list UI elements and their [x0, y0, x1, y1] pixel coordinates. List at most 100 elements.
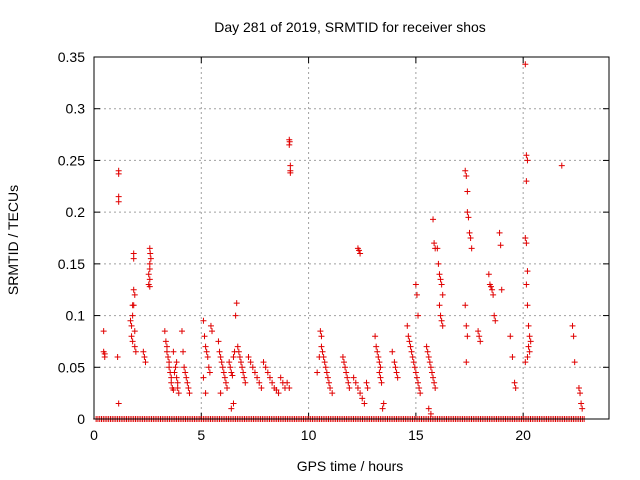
data-point [242, 379, 249, 386]
data-point [571, 359, 578, 366]
data-point [181, 364, 188, 371]
data-point [438, 317, 445, 324]
data-point [146, 245, 153, 252]
data-point [405, 333, 412, 340]
data-point [427, 410, 434, 417]
data-point [130, 286, 137, 293]
y-tick-label: 0.35 [58, 49, 85, 65]
data-point [424, 348, 431, 355]
data-point [260, 359, 267, 366]
data-point [413, 291, 420, 298]
data-point [363, 379, 370, 386]
data-point [200, 374, 207, 381]
data-point [352, 379, 359, 386]
data-point [170, 348, 177, 355]
data-point [413, 374, 420, 381]
x-tick-label: 15 [408, 427, 424, 443]
data-point [258, 384, 265, 391]
data-point [464, 333, 471, 340]
data-point [524, 353, 531, 360]
data-point [380, 400, 387, 407]
chart-title: Day 281 of 2019, SRMTID for receiver sho… [214, 19, 486, 35]
data-point [325, 379, 332, 386]
data-point [498, 286, 505, 293]
data-point [183, 374, 190, 381]
data-point [266, 374, 273, 381]
data-point [129, 312, 136, 319]
data-point [269, 379, 276, 386]
data-point [207, 322, 214, 329]
data-point [236, 353, 243, 360]
data-point [412, 369, 419, 376]
data-point [235, 348, 242, 355]
data-point [463, 359, 470, 366]
data-point [437, 276, 444, 283]
y-tick-label: 0.2 [66, 204, 86, 220]
data-point [284, 379, 291, 386]
data-point [275, 390, 282, 397]
data-point [166, 364, 173, 371]
data-point [130, 250, 137, 257]
data-point [323, 369, 330, 376]
data-point [426, 359, 433, 366]
data-point [174, 379, 181, 386]
data-point [142, 359, 149, 366]
y-tick-label: 0.05 [58, 359, 85, 375]
data-point [130, 302, 137, 309]
data-point [412, 281, 419, 288]
data-point [523, 240, 530, 247]
data-point [435, 260, 442, 267]
data-point [318, 343, 325, 350]
data-point [465, 214, 472, 221]
data-point [101, 350, 108, 357]
data-point [218, 359, 225, 366]
data-point [410, 359, 417, 366]
x-axis-label: GPS time / hours [297, 458, 404, 474]
data-point [423, 343, 430, 350]
data-point [372, 333, 379, 340]
data-point [115, 400, 122, 407]
data-point [249, 364, 256, 371]
data-point [324, 374, 331, 381]
data-point [227, 364, 234, 371]
data-point [512, 384, 519, 391]
data-point [357, 390, 364, 397]
data-point [322, 364, 329, 371]
data-point [228, 369, 235, 376]
data-point [416, 384, 423, 391]
data-point [436, 302, 443, 309]
data-point [146, 260, 153, 267]
data-point [415, 312, 422, 319]
data-point [318, 333, 325, 340]
data-point [487, 283, 494, 290]
data-point [171, 369, 178, 376]
data-point [475, 328, 482, 335]
data-point [392, 364, 399, 371]
data-point [174, 384, 181, 391]
data-point [467, 235, 474, 241]
data-point [523, 152, 530, 159]
plot-frame [93, 56, 610, 420]
data-point [491, 312, 498, 319]
tick-labels: 0 5 10 15 20 0 0.05 0.1 0.15 0.2 0.25 0.3 0.35 [58, 49, 531, 443]
data-point [464, 209, 471, 216]
data-point [224, 384, 231, 391]
data-point [229, 372, 236, 379]
data-point [319, 348, 326, 355]
data-point [215, 338, 222, 345]
data-point [425, 353, 432, 360]
data-point [226, 359, 233, 366]
data-point [217, 353, 224, 360]
data-point [509, 353, 516, 360]
data-point [497, 242, 504, 249]
data-point [407, 343, 414, 350]
data-point [146, 266, 153, 273]
data-point [430, 216, 437, 223]
data-point [496, 229, 503, 236]
data-point [286, 141, 293, 148]
data-point [354, 384, 361, 391]
data-point [239, 364, 246, 371]
data-point [523, 281, 530, 288]
data-point [178, 328, 185, 335]
